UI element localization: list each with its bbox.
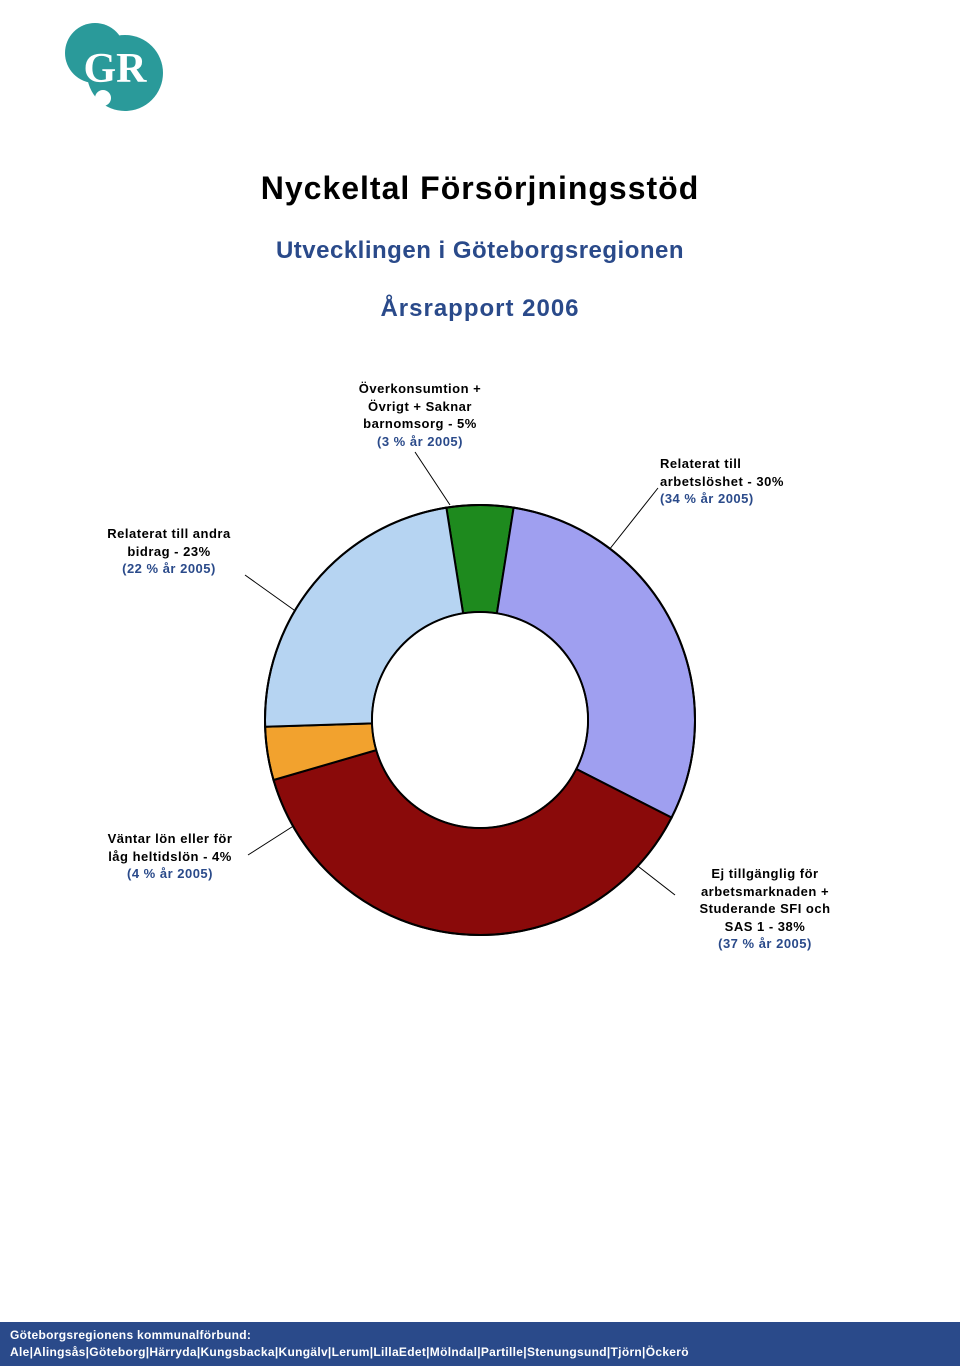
label-sub: (3 % år 2005) <box>377 434 463 449</box>
label-line: Överkonsumtion + <box>359 381 482 396</box>
label-line: bidrag - 23% <box>127 544 210 559</box>
label-vantar-lon: Väntar lön eller för låg heltidslön - 4%… <box>90 830 250 883</box>
label-overkonsumtion: Överkonsumtion + Övrigt + Saknar barnoms… <box>330 380 510 450</box>
label-line: barnomsorg - 5% <box>363 416 477 431</box>
label-line: SAS 1 - 38% <box>725 919 806 934</box>
label-line: arbetsmarknaden + <box>701 884 829 899</box>
title-block: Nyckeltal Försörjningsstöd Utvecklingen … <box>0 170 960 323</box>
label-ej-tillganglig: Ej tillgänglig för arbetsmarknaden + Stu… <box>675 865 855 953</box>
label-sub: (37 % år 2005) <box>718 936 812 951</box>
label-arbetsloshet: Relaterat till arbetslöshet - 30% (34 % … <box>660 455 830 508</box>
svg-text:GR: GR <box>84 46 148 92</box>
label-line: Studerande SFI och <box>699 901 830 916</box>
label-sub: (22 % år 2005) <box>122 561 216 576</box>
label-line: låg heltidslön - 4% <box>108 849 232 864</box>
label-sub: (4 % år 2005) <box>127 866 213 881</box>
footer-list: Ale|Alingsås|Göteborg|Härryda|Kungsbacka… <box>10 1344 950 1361</box>
donut-chart: Överkonsumtion + Övrigt + Saknar barnoms… <box>120 380 840 1020</box>
label-andra-bidrag: Relaterat till andra bidrag - 23% (22 % … <box>90 525 248 578</box>
gr-logo: GR <box>65 18 165 118</box>
page: GR Nyckeltal Försörjningsstöd Utveckling… <box>0 0 960 1366</box>
title-year: Årsrapport 2006 <box>0 295 960 323</box>
footer-bar: Göteborgsregionens kommunalförbund: Ale|… <box>0 1322 960 1366</box>
donut-svg <box>250 490 710 950</box>
label-line: arbetslöshet - 30% <box>660 474 784 489</box>
label-line: Relaterat till andra <box>107 526 230 541</box>
footer-title: Göteborgsregionens kommunalförbund: <box>10 1327 950 1344</box>
label-line: Ej tillgänglig för <box>711 866 818 881</box>
label-line: Övrigt + Saknar <box>368 399 472 414</box>
label-sub: (34 % år 2005) <box>660 491 754 506</box>
label-line: Väntar lön eller för <box>108 831 233 846</box>
title-sub: Utvecklingen i Göteborgsregionen <box>0 237 960 265</box>
title-main: Nyckeltal Försörjningsstöd <box>0 170 960 207</box>
label-line: Relaterat till <box>660 456 741 471</box>
